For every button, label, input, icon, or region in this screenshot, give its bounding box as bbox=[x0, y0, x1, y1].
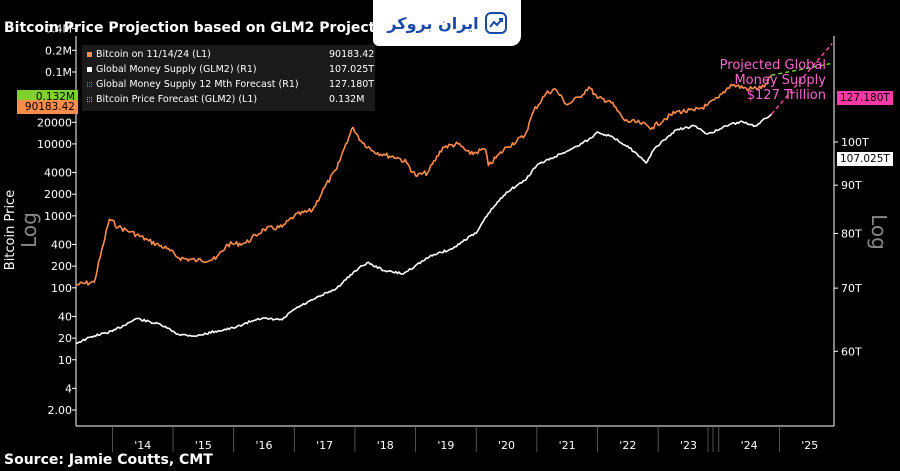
x-tick-label: '17 bbox=[316, 439, 333, 452]
legend-item: Bitcoin Price Forecast (GLM2) (L1) 0.132… bbox=[82, 92, 375, 107]
right-tick-label: 70T bbox=[841, 282, 862, 295]
source-note: Source: Jamie Coutts, CMT bbox=[4, 452, 213, 468]
left-tick-label: 40 bbox=[58, 310, 72, 323]
btc-price-tag: 90183.42 bbox=[17, 100, 78, 114]
left-tick-label: 2000 bbox=[44, 188, 72, 201]
left-tick-label: 4 bbox=[65, 382, 72, 395]
right-tick-label: 80T bbox=[841, 227, 862, 240]
left-tick-label: 0.4M bbox=[45, 23, 72, 36]
legend-value: 90183.42 bbox=[329, 49, 375, 60]
legend: Bitcoin on 11/14/24 (L1) 90183.42 Global… bbox=[82, 45, 375, 111]
left-axis-title: Bitcoin Price bbox=[3, 190, 18, 270]
x-tick-label: '22 bbox=[619, 439, 636, 452]
legend-label: Global Money Supply (GLM2) (R1) bbox=[96, 64, 257, 75]
legend-value: 0.132M bbox=[329, 94, 365, 105]
legend-label: Bitcoin on 11/14/24 (L1) bbox=[96, 49, 211, 60]
left-tick-label: 4000 bbox=[44, 167, 72, 180]
legend-label: Global Money Supply 12 Mth Forecast (R1) bbox=[96, 79, 299, 90]
left-tick-label: 10 bbox=[58, 354, 72, 367]
left-tick-label: 10000 bbox=[37, 138, 72, 151]
left-tick-label: 200 bbox=[51, 260, 72, 273]
left-tick-label: 20000 bbox=[37, 116, 72, 129]
legend-value: 127.180T bbox=[329, 79, 375, 90]
projection-annotation: Projected Global Money Supply $127 Trill… bbox=[700, 58, 826, 103]
m2-current-tag: 107.025T bbox=[837, 152, 893, 166]
left-tick-label: 0.2M bbox=[45, 44, 72, 57]
right-tick-label: 100T bbox=[841, 136, 869, 149]
x-tick-label: '19 bbox=[437, 439, 454, 452]
left-tick-label: 2.00 bbox=[48, 404, 73, 417]
left-tick-label: 1000 bbox=[44, 210, 72, 223]
legend-value: 107.025T bbox=[329, 64, 375, 75]
chart-arrow-icon bbox=[484, 12, 507, 34]
series-line bbox=[771, 62, 833, 76]
right-tick-label: 60T bbox=[841, 345, 862, 358]
legend-item: Bitcoin on 11/14/24 (L1) 90183.42 bbox=[82, 47, 375, 62]
brand-logo[interactable]: ایران بروکر bbox=[373, 0, 521, 46]
legend-swatch bbox=[87, 67, 92, 72]
x-tick-label: '14 bbox=[134, 439, 151, 452]
annotation-line: $127 Trillion bbox=[746, 88, 826, 103]
legend-swatch bbox=[87, 52, 92, 57]
x-tick-label: '18 bbox=[377, 439, 394, 452]
x-tick-label: '25 bbox=[801, 439, 818, 452]
series-line bbox=[75, 74, 773, 286]
m2-forecast-tag: 127.180T bbox=[837, 91, 893, 105]
x-tick-label: '15 bbox=[195, 439, 212, 452]
x-tick-label: '21 bbox=[559, 439, 576, 452]
legend-item: Global Money Supply (GLM2) (R1) 107.025T bbox=[82, 62, 375, 77]
x-tick-label: '23 bbox=[680, 439, 697, 452]
legend-swatch bbox=[87, 97, 92, 102]
x-tick-label: '24 bbox=[741, 439, 758, 452]
left-tick-label: 0.1M bbox=[45, 66, 72, 79]
brand-text: ایران بروکر bbox=[387, 13, 479, 33]
series-line bbox=[75, 113, 773, 344]
legend-label: Bitcoin Price Forecast (GLM2) (L1) bbox=[96, 94, 258, 105]
left-axis-scale-label: Log bbox=[17, 212, 41, 248]
left-tick-label: 400 bbox=[51, 238, 72, 251]
chart-title: Bitcoin Price Projection based on GLM2 P… bbox=[4, 20, 376, 36]
series-line bbox=[770, 43, 833, 115]
x-tick-label: '16 bbox=[255, 439, 272, 452]
right-axis-scale-label: Log bbox=[867, 214, 891, 250]
left-tick-label: 20 bbox=[58, 332, 72, 345]
annotation-line: Projected Global bbox=[719, 58, 826, 73]
right-tick-label: 90T bbox=[841, 179, 862, 192]
legend-item: Global Money Supply 12 Mth Forecast (R1)… bbox=[82, 77, 375, 92]
x-tick-label: '20 bbox=[498, 439, 515, 452]
left-tick-label: 100 bbox=[51, 282, 72, 295]
legend-swatch bbox=[87, 82, 92, 87]
annotation-line: Money Supply bbox=[734, 73, 826, 88]
